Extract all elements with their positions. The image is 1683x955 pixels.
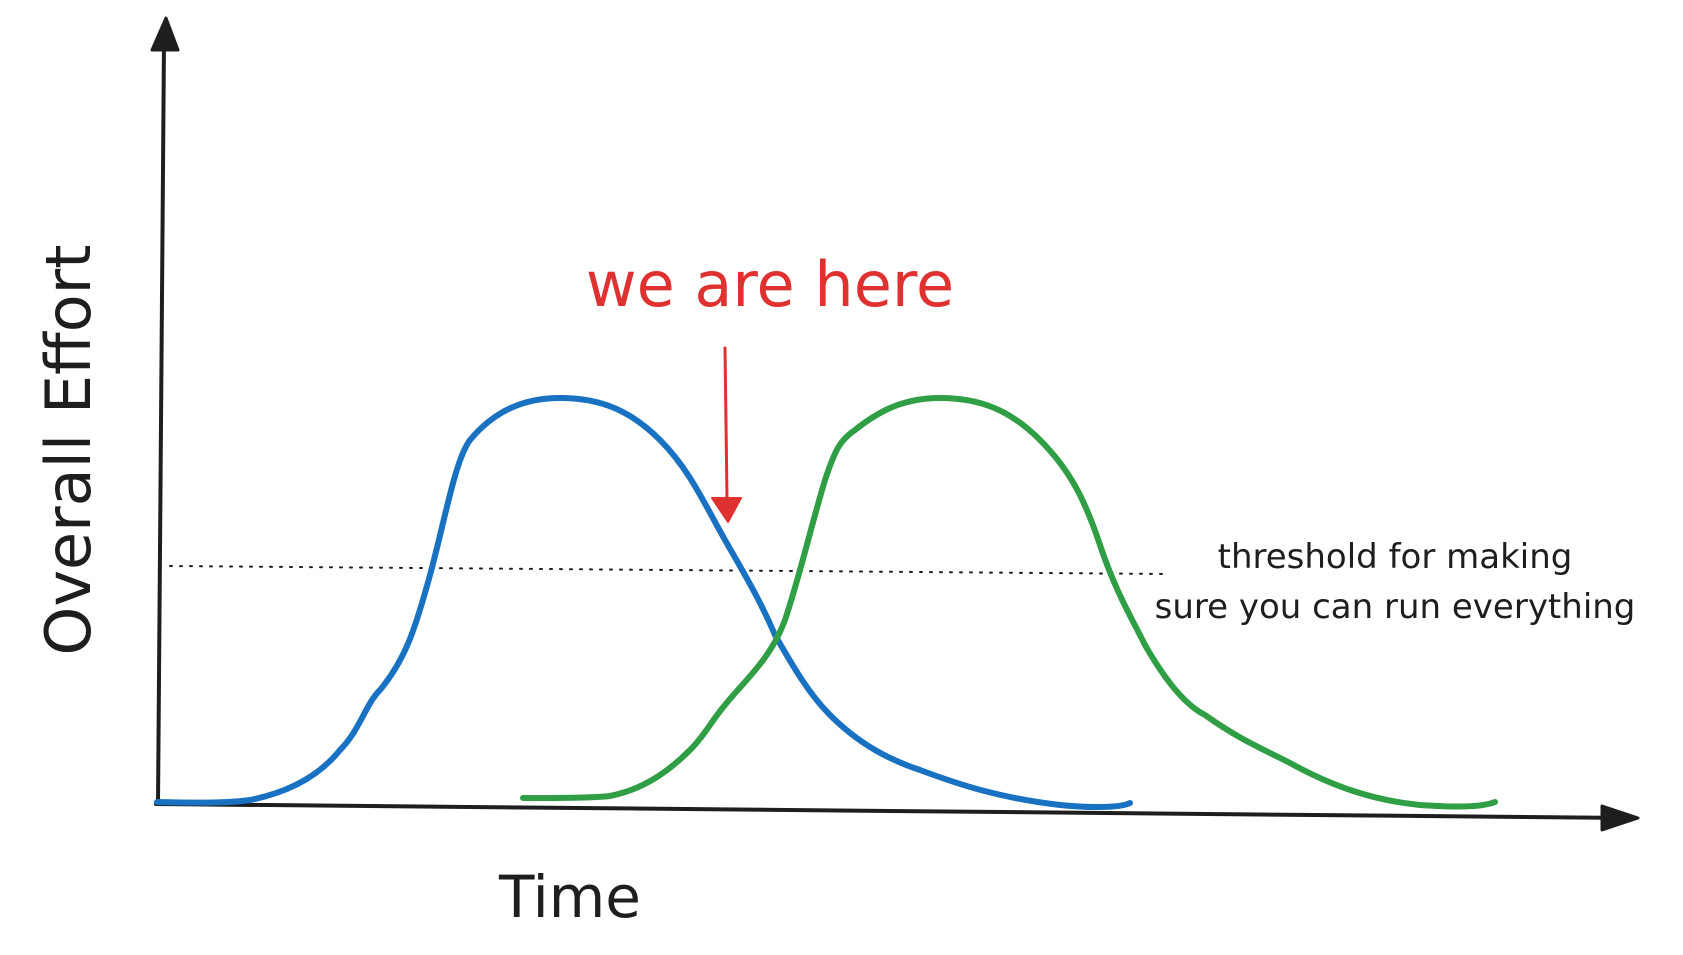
y-axis-label: Overall Effort (32, 245, 105, 656)
arrow-right-icon (1600, 804, 1640, 832)
threshold-line (169, 565, 1169, 575)
arrow-up-icon (150, 16, 180, 52)
y-axis-line (156, 40, 166, 806)
effort-curve-second (520, 395, 1498, 810)
threshold-label-line2: sure you can run everything (1155, 587, 1636, 627)
effort-curve-first (154, 395, 1133, 811)
x-axis-line (154, 802, 1632, 820)
threshold-label-line1: threshold for making (1218, 537, 1573, 577)
arrow-down-icon (711, 497, 742, 523)
annotation-arrow-shaft (723, 346, 729, 500)
annotation-label: we are here (586, 248, 954, 321)
x-axis-label: Time (498, 863, 641, 931)
